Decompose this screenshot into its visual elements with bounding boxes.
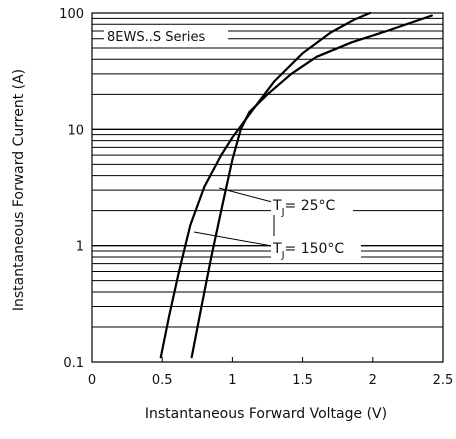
y-tick-label: 10	[67, 123, 84, 138]
x-tick-label: 0.5	[152, 373, 173, 388]
x-tick-label: 0	[88, 373, 96, 388]
series-layer	[159, 11, 433, 359]
series-25-label-rest: = 25°C	[285, 198, 336, 214]
x-axis-title: Instantaneous Forward Voltage (V)	[145, 406, 387, 422]
series-line-1	[159, 11, 372, 359]
y-tick-label: 100	[59, 7, 84, 22]
series-150-leader	[193, 231, 273, 247]
series-25-label: TJ= 25°C	[272, 198, 336, 218]
series-line-0	[190, 14, 433, 359]
x-tick-label: 1.5	[292, 373, 313, 388]
plot-frame	[91, 12, 444, 363]
x-axis-ticks: 0 0.5 1 1.5 2 2.5	[88, 357, 453, 388]
y-tick-label: 0.1	[63, 356, 84, 371]
y-tick-label: 1	[76, 240, 84, 255]
series-25-leader	[218, 187, 273, 203]
grid	[92, 17, 443, 328]
series-25-label-bg	[271, 195, 353, 215]
series-150-label: TJ= 150°C	[272, 241, 344, 261]
series-150-label-bg	[271, 238, 361, 258]
series-150-label-sub: J	[281, 250, 285, 261]
x-tick-label: 2	[369, 373, 377, 388]
x-tick-label: 1	[228, 373, 236, 388]
chart-title: 8EWS..S Series	[107, 30, 205, 45]
series-25-label-sub: J	[281, 207, 285, 218]
y-axis-ticks: 0.1 1 10 100	[59, 7, 84, 371]
series-150-label-main: T	[272, 241, 282, 257]
series-150-label-rest: = 150°C	[285, 241, 345, 257]
series-25-label-main: T	[272, 198, 282, 214]
x-tick-label: 2.5	[433, 373, 454, 388]
legend-box	[104, 25, 228, 47]
y-axis-title: Instantaneous Forward Current (A)	[11, 69, 27, 311]
